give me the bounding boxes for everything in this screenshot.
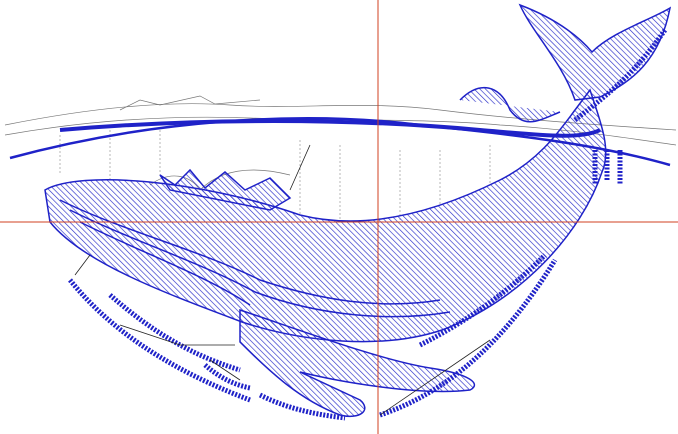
stitch-run bbox=[59, 119, 601, 138]
wave-line bbox=[119, 95, 261, 111]
whale bbox=[9, 3, 672, 417]
satin-stitch bbox=[203, 363, 251, 391]
whale-flipper bbox=[239, 308, 476, 417]
whale-tail bbox=[518, 3, 672, 101]
belly-groove bbox=[59, 199, 441, 305]
connectors bbox=[74, 144, 491, 416]
satin-stitch bbox=[573, 28, 668, 122]
satin-stitch bbox=[258, 392, 346, 421]
splash bbox=[459, 86, 561, 123]
whale-body bbox=[44, 88, 607, 343]
jump-line bbox=[74, 144, 491, 416]
satin-stitch bbox=[379, 258, 558, 418]
belly-groove bbox=[79, 221, 251, 306]
satin-outlines bbox=[68, 28, 668, 421]
satin-stitch bbox=[418, 253, 547, 348]
support-lines bbox=[59, 130, 491, 220]
wave-line bbox=[4, 103, 677, 131]
satin-stitch bbox=[108, 293, 241, 373]
belly-groove bbox=[69, 209, 451, 318]
satin-stitch bbox=[592, 150, 623, 185]
splash bbox=[159, 168, 292, 211]
